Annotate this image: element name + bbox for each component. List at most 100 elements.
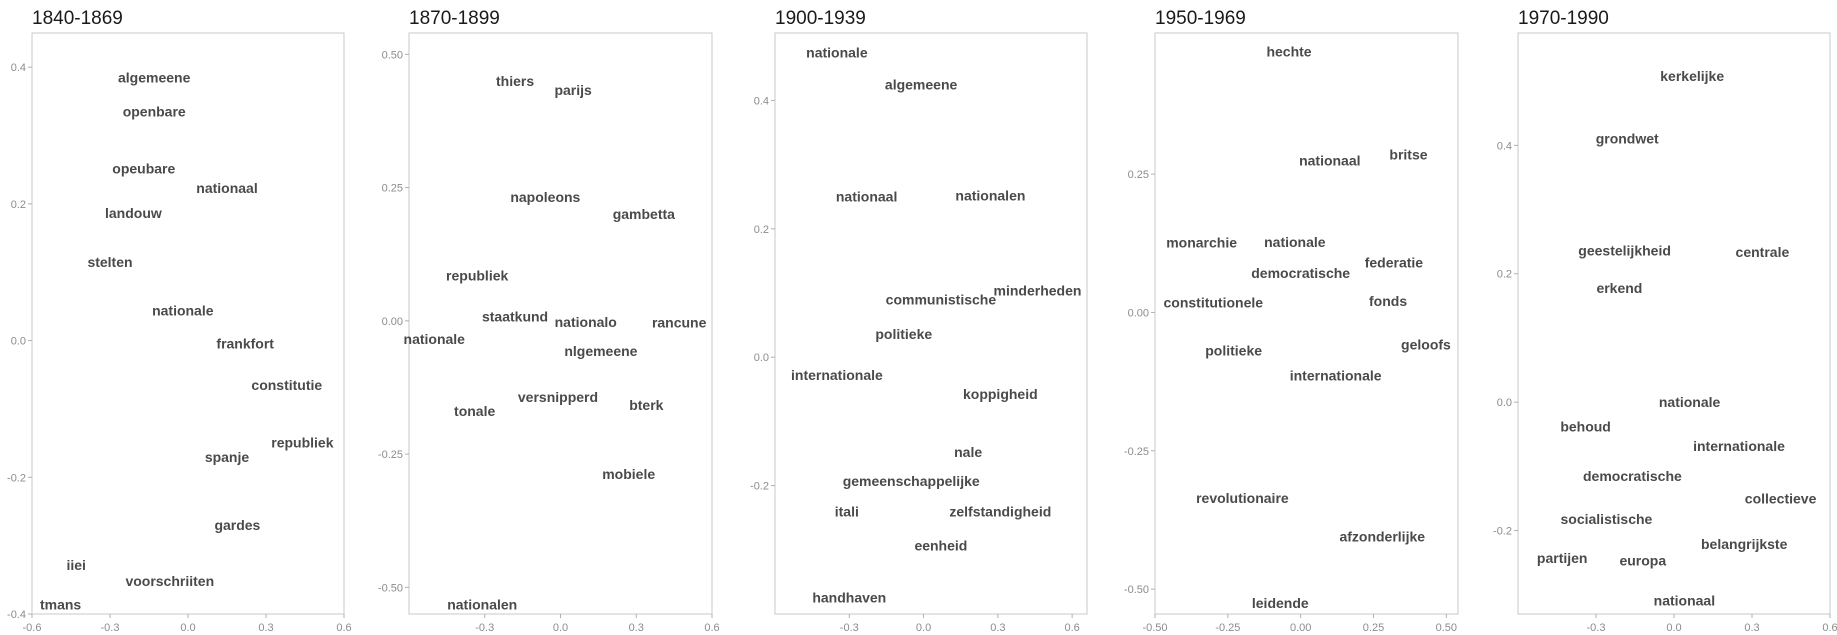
- panel-title: 1870-1899: [409, 8, 500, 29]
- word-label: nationale: [806, 44, 868, 60]
- word-label: monarchie: [1166, 235, 1237, 251]
- y-tick-label: -0.4: [7, 609, 26, 621]
- y-tick-label: -0.2: [750, 481, 769, 493]
- x-tick-label: -0.50: [1142, 622, 1167, 634]
- word-label: behoud: [1560, 419, 1611, 435]
- word-label: partijen: [1537, 550, 1588, 566]
- x-tick-label: 0.6: [336, 622, 351, 634]
- y-tick-label: 0.4: [754, 95, 769, 107]
- panel-border: [774, 32, 1088, 615]
- word-label: constitutie: [251, 377, 322, 393]
- word-label: mobiele: [602, 466, 655, 482]
- panel-2: 1870-1899 -0.3 0.0 0.3 0.6 -0.50 -0.25 0.00 0.25…: [378, 8, 720, 634]
- x-tick-label: -0.3: [101, 622, 120, 634]
- x-tick-label: 0.0: [916, 622, 931, 634]
- word-label: fonds: [1369, 293, 1407, 309]
- panel-1: 1840-1869 -0.6 -0.3 0.0 0.3 0.6 -0.4 -0.2 0.0 0.2…: [7, 8, 352, 634]
- y-tick-label: -0.50: [378, 582, 403, 594]
- word-label: landouw: [105, 205, 162, 221]
- word-label: spanje: [205, 449, 250, 465]
- word-label: tmans: [40, 596, 81, 612]
- word-label: koppigheid: [963, 386, 1038, 402]
- word-label: afzonderlijke: [1339, 529, 1425, 545]
- word-label: europa: [1619, 553, 1666, 569]
- word-label: thiers: [496, 73, 534, 89]
- word-label: minderheden: [994, 282, 1082, 298]
- x-tick-label: 0.6: [1822, 622, 1837, 634]
- y-tick-label: -0.50: [1124, 584, 1149, 596]
- word-label: collectieve: [1745, 490, 1817, 506]
- y-tick-label: -0.25: [378, 449, 403, 461]
- x-tick-label: -0.3: [840, 622, 859, 634]
- word-label: internationale: [791, 367, 883, 383]
- y-tick-label: -0.25: [1124, 446, 1149, 458]
- x-tick-label: 0.3: [629, 622, 644, 634]
- word-label: opeubare: [112, 160, 175, 176]
- word-label: eenheid: [914, 537, 967, 553]
- y-tick-label: 0.2: [1497, 269, 1512, 281]
- word-label: nationaal: [836, 189, 897, 205]
- y-tick-label: 0.25: [382, 183, 403, 195]
- word-label: staatkund: [482, 309, 548, 325]
- panel-title: 1840-1869: [32, 8, 123, 29]
- word-label: nationalo: [555, 314, 617, 330]
- x-tick-label: 0.6: [704, 622, 719, 634]
- x-tick-label: 0.0: [1666, 622, 1681, 634]
- word-label: internationale: [1693, 438, 1785, 454]
- word-label: nationaal: [196, 180, 257, 196]
- y-tick-label: 0.2: [11, 199, 26, 211]
- word-label: gemeenschappelijke: [843, 473, 980, 489]
- y-tick-label: 0.0: [754, 352, 769, 364]
- word-label: parijs: [554, 82, 592, 98]
- x-tick-label: 0.25: [1363, 622, 1384, 634]
- word-label: erkend: [1596, 280, 1642, 296]
- word-label: nale: [954, 444, 982, 460]
- word-label: hechte: [1266, 43, 1311, 59]
- x-tick-label: 0.0: [553, 622, 568, 634]
- x-tick-label: 0.3: [258, 622, 273, 634]
- word-label: frankfort: [216, 335, 274, 351]
- panel-3: 1900-1939 -0.3 0.0 0.3 0.6 -0.2 0.0 0.2 0.4 natio…: [750, 8, 1088, 634]
- y-tick-label: 0.2: [754, 224, 769, 236]
- word-label: nationale: [152, 303, 214, 319]
- x-tick-label: 0.00: [1290, 622, 1311, 634]
- word-label: nationale: [404, 331, 466, 347]
- panel-title: 1950-1969: [1155, 8, 1246, 29]
- word-label: zelfstandigheid: [949, 503, 1051, 519]
- word-label: nationalen: [447, 596, 517, 612]
- word-label: democratische: [1583, 468, 1682, 484]
- word-label: tonale: [454, 403, 495, 419]
- x-tick-label: -0.3: [1587, 622, 1606, 634]
- word-label: nationale: [1659, 394, 1721, 410]
- y-tick-label: 0.4: [11, 62, 26, 74]
- y-tick-label: -0.2: [7, 472, 26, 484]
- word-label: revolutionaire: [1196, 490, 1289, 506]
- word-label: politieke: [1205, 343, 1262, 359]
- word-label: centrale: [1736, 244, 1790, 260]
- y-tick-label: 0.0: [11, 336, 26, 348]
- panel-border: [31, 32, 345, 615]
- word-label: grondwet: [1596, 130, 1659, 146]
- word-label: nlgemeene: [564, 343, 637, 359]
- y-tick-label: 0.00: [1128, 307, 1149, 319]
- x-tick-label: 0.0: [180, 622, 195, 634]
- word-label: nationaal: [1654, 593, 1715, 609]
- panel-5: 1970-1990 -0.3 0.0 0.3 0.6 -0.2 0.0 0.2 0.4 kerke…: [1493, 8, 1837, 634]
- y-tick-label: 0.0: [1497, 397, 1512, 409]
- panel-title: 1900-1939: [775, 8, 866, 29]
- word-label: voorschriiten: [125, 573, 214, 589]
- x-tick-label: -0.25: [1215, 622, 1240, 634]
- word-label: socialistische: [1560, 511, 1652, 527]
- word-label: republiek: [271, 434, 333, 450]
- word-label: openbare: [123, 104, 186, 120]
- word-label: napoleons: [510, 189, 580, 205]
- word-label: democratische: [1251, 265, 1350, 281]
- word-label: handhaven: [812, 589, 886, 605]
- word-label: gardes: [214, 517, 260, 533]
- word-label: leidende: [1252, 595, 1309, 611]
- x-tick-label: -0.6: [23, 622, 42, 634]
- y-tick-label: -0.2: [1493, 526, 1512, 538]
- x-tick-label: 0.3: [990, 622, 1005, 634]
